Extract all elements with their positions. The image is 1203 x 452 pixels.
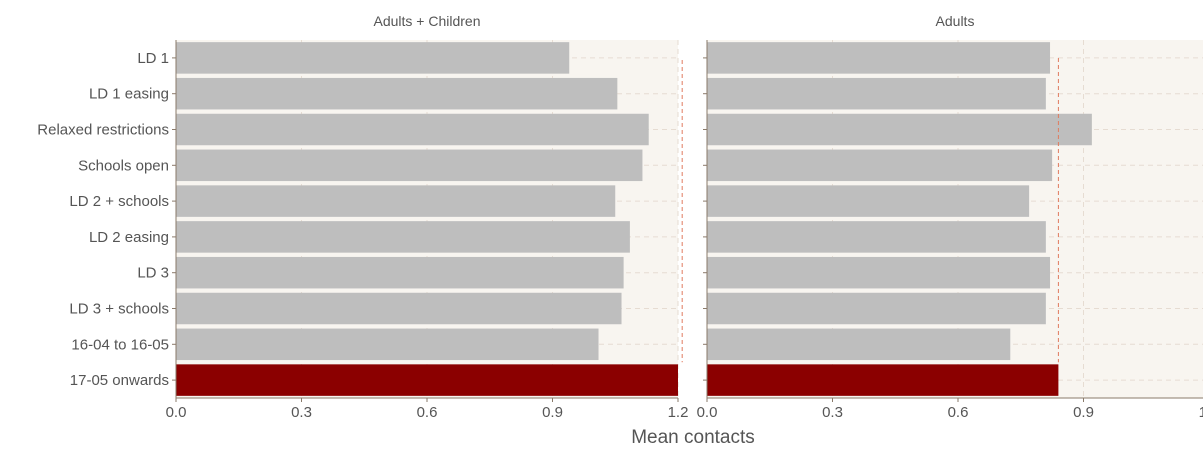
- bar: [707, 185, 1030, 217]
- x-tick-label: 0.3: [822, 404, 843, 421]
- bar: [707, 292, 1046, 325]
- x-tick-label: 0.9: [542, 404, 563, 421]
- bar: [176, 42, 570, 74]
- x-tick-label: 1.2: [1199, 404, 1203, 421]
- bar: [176, 113, 649, 146]
- bar: [176, 149, 643, 182]
- category-label: LD 3: [137, 265, 169, 282]
- category-label: LD 1: [137, 50, 169, 67]
- bar-highlight: [707, 364, 1059, 396]
- bar: [176, 292, 622, 325]
- bar: [176, 256, 624, 289]
- category-label: Relaxed restrictions: [37, 122, 169, 139]
- x-axis-title: Mean contacts: [631, 427, 755, 448]
- bar: [707, 149, 1053, 182]
- category-label: LD 2 easing: [89, 229, 169, 246]
- bar: [176, 77, 618, 110]
- bar: [176, 328, 599, 361]
- category-label: LD 1 easing: [89, 86, 169, 103]
- bar-highlight: [176, 364, 678, 396]
- bar: [707, 328, 1011, 361]
- x-tick-label: 0.6: [948, 404, 969, 421]
- x-tick-label: 0.0: [697, 404, 718, 421]
- bar: [707, 221, 1046, 253]
- bar: [176, 221, 630, 253]
- panel-adults-children: 0.0 0.3 0.6 0.9 1.2 Adults + Children: [166, 13, 689, 421]
- x-tick-label: 0.6: [417, 404, 438, 421]
- category-label: LD 3 + schools: [69, 301, 169, 318]
- panel-title: Adults: [936, 13, 975, 29]
- x-tick-label: 0.3: [291, 404, 312, 421]
- panel-title: Adults + Children: [373, 13, 480, 29]
- category-label: 17-05 onwards: [70, 372, 169, 389]
- x-tick-label: 0.0: [166, 404, 187, 421]
- category-label: Schools open: [78, 157, 169, 174]
- category-axis: LD 1 LD 1 easing Relaxed restrictions Schoo…: [37, 50, 169, 389]
- bar: [707, 256, 1051, 289]
- category-label: 16-04 to 16-05: [71, 336, 169, 353]
- panel-adults: 0.0 0.3 0.6 0.9 1.2 Adults: [697, 13, 1203, 421]
- bar: [707, 42, 1051, 74]
- x-tick-label: 0.9: [1073, 404, 1094, 421]
- bar: [176, 185, 616, 217]
- bar: [707, 77, 1046, 110]
- x-tick-label: 1.2: [668, 404, 689, 421]
- bar: [707, 113, 1092, 146]
- category-label: LD 2 + schools: [69, 193, 169, 210]
